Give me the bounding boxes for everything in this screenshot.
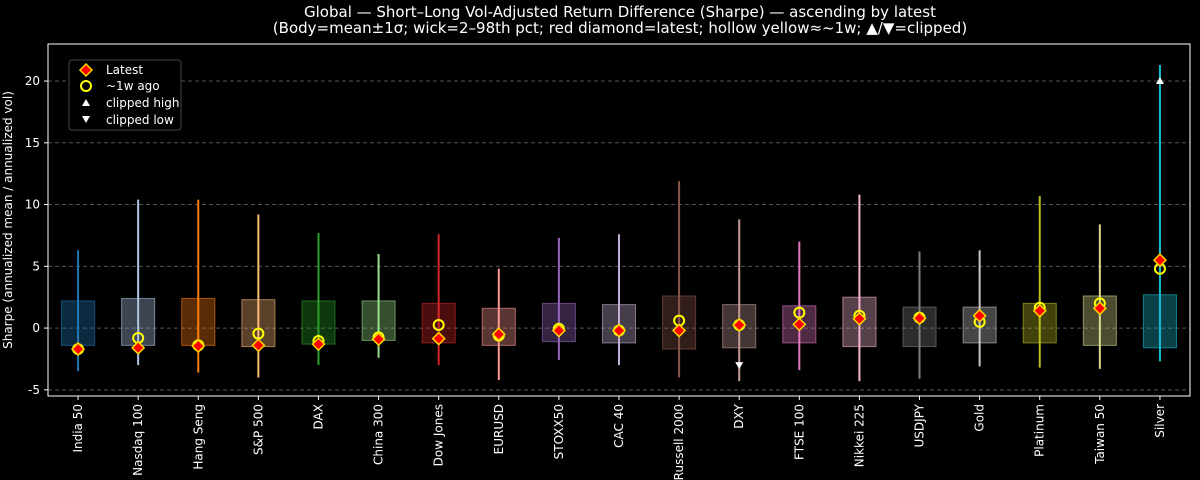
x-tick-label: STOXX50 xyxy=(552,404,566,459)
latest-marker xyxy=(1032,303,1047,318)
legend-week-ago-label: ~1w ago xyxy=(106,79,160,93)
x-tick-label: EURUSD xyxy=(492,404,506,454)
latest-marker xyxy=(131,340,146,355)
latest-marker xyxy=(972,308,987,323)
x-tick-label: S&P 500 xyxy=(251,404,265,455)
y-tick-label: 0 xyxy=(32,321,40,335)
box-body xyxy=(902,306,937,348)
legend-week-ago-marker xyxy=(80,80,92,92)
latest-marker xyxy=(251,338,266,353)
legend-clipped-high-marker xyxy=(82,99,90,106)
latest-marker xyxy=(672,323,687,338)
x-tick-label: Silver xyxy=(1153,404,1167,438)
legend-box xyxy=(68,59,182,131)
x-tick-label: Hang Seng xyxy=(191,404,205,470)
x-tick-label: FTSE 100 xyxy=(792,404,806,460)
latest-marker xyxy=(912,311,927,326)
box-body xyxy=(181,297,216,346)
latest-marker xyxy=(732,317,747,333)
latest-marker xyxy=(311,337,326,352)
legend-clipped-high-label: clipped high xyxy=(106,96,179,110)
legend-clipped-low-marker xyxy=(82,116,90,123)
x-tick-label: Dow Jones xyxy=(432,404,446,466)
x-tick-label: China 300 xyxy=(372,404,386,465)
legend-latest-marker xyxy=(78,62,94,78)
latest-marker xyxy=(191,338,206,354)
week-ago-marker xyxy=(432,318,445,331)
x-tick-label: India 50 xyxy=(71,404,85,453)
latest-marker xyxy=(611,323,627,338)
x-tick-label: Gold xyxy=(973,404,987,432)
markers-layer xyxy=(70,77,1168,370)
legend-clipped-low-label: clipped low xyxy=(106,113,174,127)
latest-marker xyxy=(70,342,86,357)
y-tick-label: 10 xyxy=(25,198,40,212)
y-tick-label: 20 xyxy=(25,74,40,88)
y-tick-label: -5 xyxy=(28,383,40,397)
x-tick-label: CAC 40 xyxy=(612,404,626,448)
box-body xyxy=(662,295,697,350)
latest-marker xyxy=(1152,253,1168,268)
latest-marker xyxy=(491,327,506,342)
x-tick-label: USDJPY xyxy=(913,403,927,447)
latest-marker xyxy=(852,311,867,326)
y-axis-label: Sharpe (annualized mean / annualized vol… xyxy=(1,91,15,349)
chart-title: Global — Short–Long Vol-Adjusted Return … xyxy=(304,3,936,21)
clipped-low-marker xyxy=(735,362,744,370)
legend: Latest ~1w ago clipped high clipped low xyxy=(68,59,182,131)
x-tick-label: DAX xyxy=(311,404,325,429)
y-tick-label: 15 xyxy=(25,136,40,150)
boxes-layer xyxy=(61,64,1177,382)
box-body xyxy=(481,307,516,346)
latest-marker xyxy=(1092,301,1107,316)
latest-marker xyxy=(792,317,807,332)
x-tick-label: Nikkei 225 xyxy=(852,404,866,467)
legend-latest-label: Latest xyxy=(106,63,143,77)
x-tick-label: Taiwan 50 xyxy=(1093,404,1107,465)
x-tick-label: DXY xyxy=(732,403,746,428)
box-body xyxy=(61,300,96,346)
x-tick-label: Russell 2000 xyxy=(672,404,686,480)
x-tick-label: Nasdaq 100 xyxy=(131,404,145,476)
axes-layer: -5 0 5 10 15 20 India 50 Nasdaq 100 Hang Seng S&P… xyxy=(25,43,1191,480)
latest-marker xyxy=(431,331,446,346)
latest-marker xyxy=(551,323,566,338)
box-body xyxy=(1142,294,1177,349)
x-tick-label: Platinum xyxy=(1033,404,1047,457)
clipped-high-marker xyxy=(1155,77,1164,85)
box-body xyxy=(121,297,156,346)
y-tick-label: 5 xyxy=(32,259,40,273)
chart-subtitle: (Body=mean±1σ; wick=2–98th pct; red diam… xyxy=(273,19,967,37)
latest-marker xyxy=(371,332,386,347)
